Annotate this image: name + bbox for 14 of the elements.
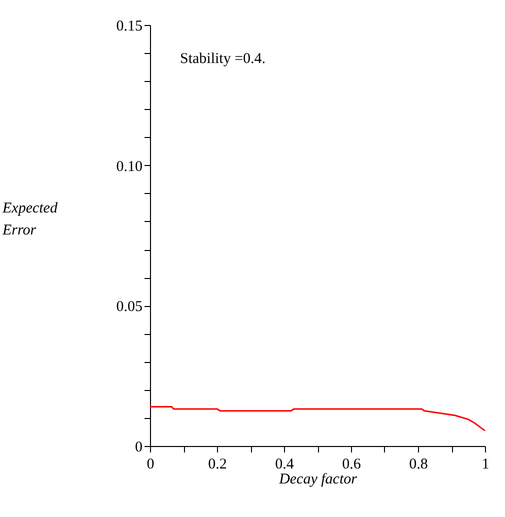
y-tick-label: 0.10 [116, 158, 142, 175]
y-tick-label: 0 [135, 440, 142, 456]
annotation: Stability =0.4. [180, 51, 266, 67]
x-tick-label: 0.4 [275, 456, 294, 472]
x-tick-label: 1 [482, 456, 490, 472]
x-tick-label: 0.2 [208, 456, 227, 472]
y-tick-label: 0.15 [116, 18, 142, 34]
y-axis-title: Expected Error [2, 200, 58, 238]
y-tick-label: 0.05 [116, 299, 142, 316]
x-axis-title: Decay factor [278, 472, 358, 488]
x-tick-label: 0.6 [342, 456, 362, 472]
x-tick-label: 0 [146, 456, 154, 472]
line-series [149, 406, 486, 432]
x-tick-label: 0.8 [409, 456, 428, 472]
